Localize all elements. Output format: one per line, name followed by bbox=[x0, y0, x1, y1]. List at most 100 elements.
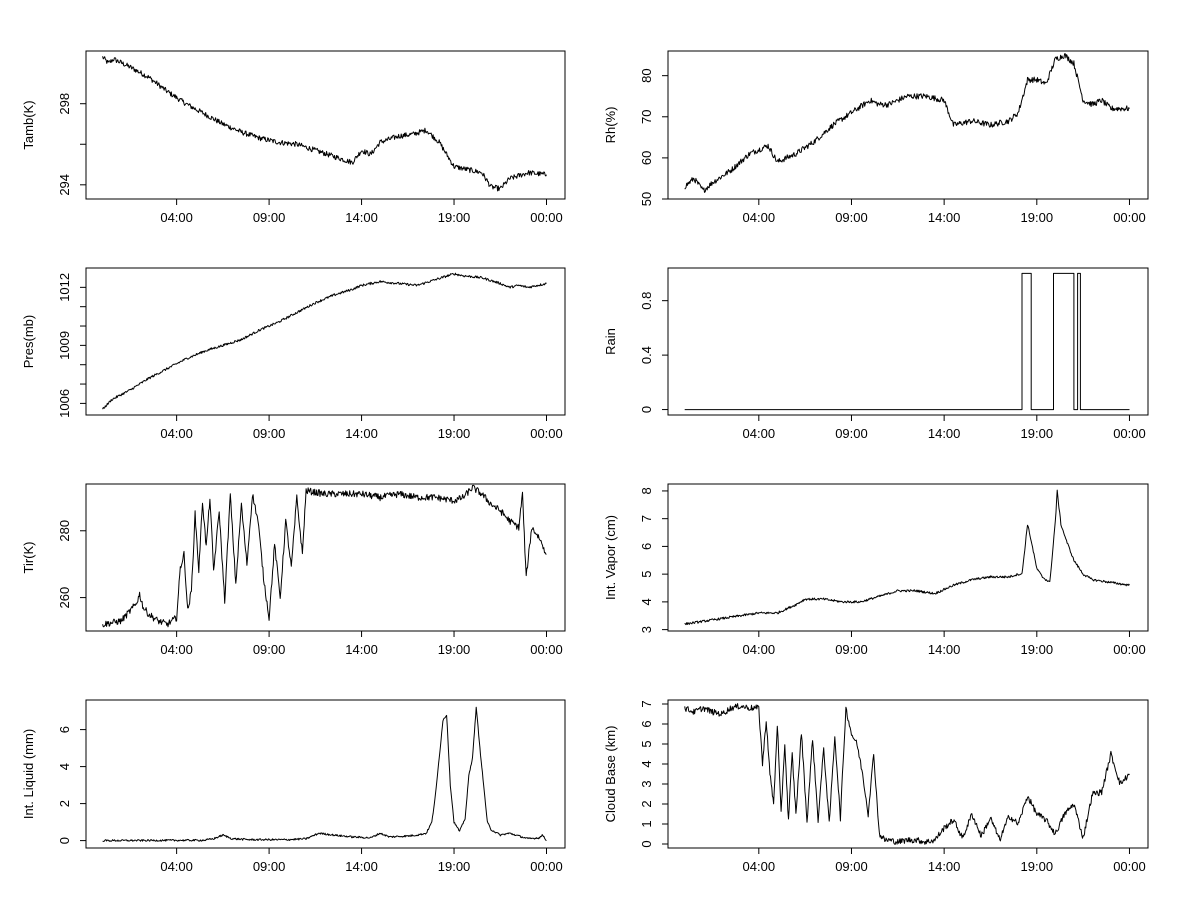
x-tick-label: 14:00 bbox=[928, 210, 961, 225]
x-tick-label: 04:00 bbox=[160, 642, 193, 657]
x-tick-label: 19:00 bbox=[1021, 426, 1054, 441]
y-axis-label: Int. Vapor (cm) bbox=[603, 515, 618, 600]
x-tick-label: 09:00 bbox=[253, 859, 286, 874]
x-tick-label: 09:00 bbox=[835, 426, 868, 441]
x-tick-label: 00:00 bbox=[530, 642, 563, 657]
x-tick-label: 09:00 bbox=[253, 642, 286, 657]
y-tick-label: 0 bbox=[639, 840, 654, 847]
plot-frame bbox=[85, 483, 566, 632]
y-tick-label: 5 bbox=[639, 740, 654, 747]
plot-frame bbox=[85, 267, 566, 416]
y-tick-label: 0 bbox=[57, 837, 72, 844]
panel-tir-k: 04:00 09:00 14:00 19:00 00:00 260 280 Tir(K) bbox=[21, 483, 566, 657]
y-tick-label: 6 bbox=[639, 720, 654, 727]
x-tick-label: 19:00 bbox=[1021, 210, 1054, 225]
y-tick-label: 5 bbox=[639, 571, 654, 578]
x-tick-label: 19:00 bbox=[1021, 642, 1054, 657]
x-tick-label: 04:00 bbox=[160, 426, 193, 441]
y-tick-label: 4 bbox=[57, 763, 72, 770]
x-tick-label: 14:00 bbox=[928, 426, 961, 441]
y-tick-label: 6 bbox=[57, 726, 72, 733]
x-tick-label: 14:00 bbox=[928, 642, 961, 657]
panel-cloud-base-km: 04:00 09:00 14:00 19:00 00:00 0 1 2 3 4 5 6 7 Cloud B… bbox=[603, 699, 1149, 874]
y-tick-label: 7 bbox=[639, 700, 654, 707]
y-tick-label: 1009 bbox=[57, 331, 72, 360]
y-tick-label: 4 bbox=[639, 598, 654, 605]
panel-int-vapor-cm: 04:00 09:00 14:00 19:00 00:00 3 4 5 6 7 8 Int. Vapo… bbox=[603, 483, 1149, 657]
x-tick-label: 09:00 bbox=[253, 426, 286, 441]
x-tick-label: 00:00 bbox=[1113, 642, 1146, 657]
series-line-pres-mb bbox=[102, 272, 547, 410]
plot-frame bbox=[667, 267, 1149, 416]
x-tick-label: 09:00 bbox=[253, 210, 286, 225]
y-tick-label: 8 bbox=[639, 487, 654, 494]
plot-frame bbox=[667, 699, 1149, 849]
y-tick-label: 2 bbox=[57, 800, 72, 807]
series-line-cloud-base-km bbox=[684, 703, 1130, 845]
y-axis-label: Cloud Base (km) bbox=[603, 726, 618, 823]
y-tick-label: 280 bbox=[57, 520, 72, 542]
plot-frame bbox=[667, 483, 1149, 632]
x-tick-label: 14:00 bbox=[345, 426, 378, 441]
y-axis-label: Pres(mb) bbox=[21, 315, 36, 368]
y-tick-label: 298 bbox=[57, 93, 72, 115]
x-tick-label: 14:00 bbox=[928, 859, 961, 874]
x-tick-label: 09:00 bbox=[835, 642, 868, 657]
y-tick-label: 0.4 bbox=[639, 346, 654, 364]
y-tick-label: 1 bbox=[639, 820, 654, 827]
y-tick-label: 2 bbox=[639, 800, 654, 807]
panel-rain: 04:00 09:00 14:00 19:00 00:00 0 0.4 0.8 Rain bbox=[603, 267, 1149, 441]
y-tick-label: 4 bbox=[639, 760, 654, 767]
x-tick-label: 09:00 bbox=[835, 210, 868, 225]
x-tick-label: 00:00 bbox=[530, 426, 563, 441]
y-tick-label: 294 bbox=[57, 174, 72, 196]
y-tick-label: 50 bbox=[639, 192, 654, 206]
series-line-int-vapor-cm bbox=[684, 489, 1130, 626]
series-line-tamb-k bbox=[102, 56, 547, 192]
x-tick-label: 04:00 bbox=[743, 859, 776, 874]
y-tick-label: 1012 bbox=[57, 273, 72, 302]
x-tick-label: 00:00 bbox=[1113, 210, 1146, 225]
y-tick-label: 7 bbox=[639, 515, 654, 522]
y-axis-label: Tamb(K) bbox=[21, 100, 36, 149]
y-tick-label: 3 bbox=[639, 626, 654, 633]
x-tick-label: 00:00 bbox=[1113, 426, 1146, 441]
panel-int-liquid-mm: 04:00 09:00 14:00 19:00 00:00 0 2 4 6 Int. Liquid… bbox=[21, 699, 566, 874]
y-tick-label: 70 bbox=[639, 110, 654, 124]
x-tick-label: 19:00 bbox=[438, 642, 471, 657]
y-axis-label: Int. Liquid (mm) bbox=[21, 729, 36, 819]
y-tick-label: 1006 bbox=[57, 389, 72, 418]
x-tick-label: 04:00 bbox=[743, 426, 776, 441]
y-axis-label: Rh(%) bbox=[603, 107, 618, 144]
x-tick-label: 09:00 bbox=[835, 859, 868, 874]
x-tick-label: 14:00 bbox=[345, 210, 378, 225]
x-tick-label: 04:00 bbox=[160, 859, 193, 874]
y-tick-label: 3 bbox=[639, 780, 654, 787]
panel-rh: 04:00 09:00 14:00 19:00 00:00 50 60 70 80 Rh(%) bbox=[603, 50, 1149, 225]
plot-frame bbox=[667, 50, 1149, 200]
x-tick-label: 04:00 bbox=[743, 210, 776, 225]
series-line-tir-k bbox=[102, 484, 547, 628]
y-tick-label: 260 bbox=[57, 587, 72, 609]
y-axis-label: Tir(K) bbox=[21, 541, 36, 573]
y-tick-label: 0 bbox=[639, 406, 654, 413]
x-tick-label: 04:00 bbox=[160, 210, 193, 225]
x-tick-label: 04:00 bbox=[743, 642, 776, 657]
y-tick-label: 60 bbox=[639, 151, 654, 165]
panel-tamb-k: 04:00 09:00 14:00 19:00 00:00 294 298 Tamb(K) bbox=[21, 50, 566, 225]
x-tick-label: 00:00 bbox=[530, 210, 563, 225]
x-tick-label: 19:00 bbox=[1021, 859, 1054, 874]
y-axis-label: Rain bbox=[603, 328, 618, 355]
series-line-rh bbox=[684, 53, 1130, 193]
plot-frame bbox=[85, 50, 566, 200]
x-tick-label: 19:00 bbox=[438, 859, 471, 874]
x-tick-label: 19:00 bbox=[438, 426, 471, 441]
y-tick-label: 0.8 bbox=[639, 292, 654, 310]
x-tick-label: 19:00 bbox=[438, 210, 471, 225]
series-line-int-liquid-mm bbox=[102, 706, 547, 842]
x-tick-label: 00:00 bbox=[1113, 859, 1146, 874]
panel-pres-mb: 04:00 09:00 14:00 19:00 00:00 1006 1009 1012 Pre… bbox=[21, 267, 566, 441]
x-tick-label: 14:00 bbox=[345, 859, 378, 874]
y-tick-label: 80 bbox=[639, 68, 654, 82]
